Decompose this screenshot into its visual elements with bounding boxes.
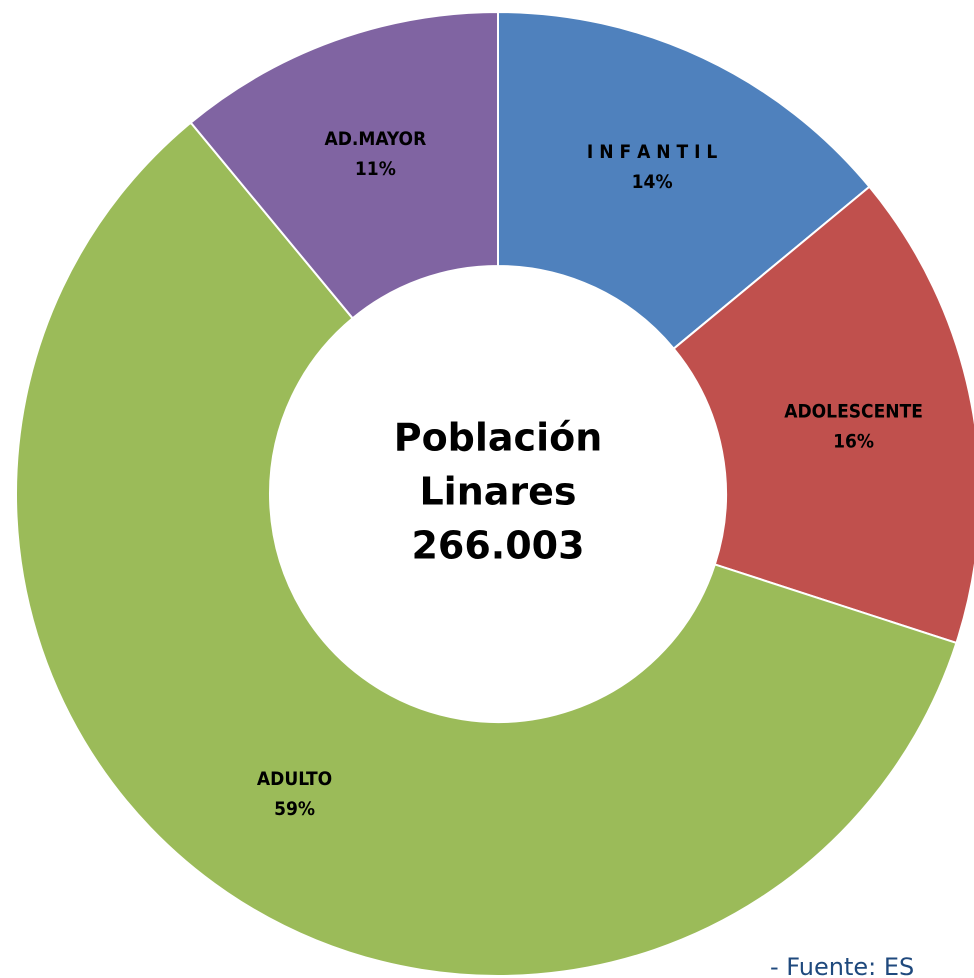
source-note: - Fuente: ES (770, 953, 914, 978)
slice-value: 16% (833, 431, 874, 453)
slice-value: 59% (274, 798, 315, 820)
slice-label: AD.MAYOR (325, 128, 427, 150)
slice (15, 121, 958, 977)
slice-value: 14% (632, 171, 673, 193)
slice (672, 185, 974, 645)
slice-label: I N F A N T I L (587, 141, 718, 163)
center-text: 266.003 (411, 524, 584, 568)
slice (189, 10, 499, 320)
slice-value: 11% (355, 158, 396, 180)
slice (497, 10, 871, 351)
center-text: Linares (419, 470, 576, 514)
slices (15, 10, 974, 977)
slice-label: ADOLESCENTE (784, 401, 923, 423)
center-text: Población (394, 416, 603, 460)
slice-label: ADULTO (257, 768, 332, 790)
